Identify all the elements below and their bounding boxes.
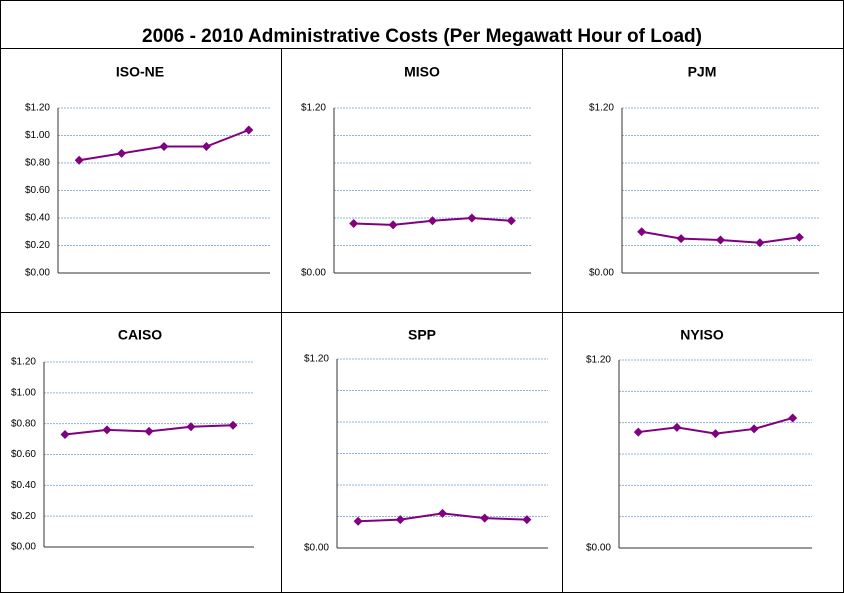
data-point <box>467 213 477 223</box>
data-point <box>74 155 84 165</box>
data-point <box>716 235 725 245</box>
data-point <box>794 232 804 242</box>
panel-title: PJM <box>688 64 717 80</box>
y-tick-label: $1.00 <box>25 130 50 141</box>
data-point <box>637 227 647 237</box>
y-tick-label: $1.20 <box>11 357 36 368</box>
data-point <box>633 427 643 437</box>
data-point <box>144 426 154 436</box>
y-tick-label: $0.20 <box>25 240 50 251</box>
y-tick-label: $1.00 <box>11 387 36 398</box>
data-point <box>117 148 127 158</box>
data-point <box>102 425 112 435</box>
y-tick-label: $0.40 <box>25 213 50 224</box>
y-tick-label: $0.60 <box>25 185 50 196</box>
data-point <box>755 238 765 248</box>
data-point <box>186 422 196 432</box>
data-point <box>353 516 363 526</box>
data-point <box>228 420 238 430</box>
y-tick-label: $1.20 <box>25 103 50 114</box>
data-point <box>244 125 254 135</box>
y-tick-label: $0.00 <box>25 268 50 279</box>
data-point <box>522 515 532 525</box>
page-title: 2006 - 2010 Administrative Costs (Per Me… <box>142 26 702 47</box>
data-point <box>676 234 686 244</box>
data-point <box>788 413 798 423</box>
y-tick-label: $0.80 <box>11 418 36 429</box>
data-point <box>349 219 359 228</box>
y-tick-label: $0.00 <box>301 268 326 279</box>
data-point <box>438 508 447 518</box>
y-tick-label: $0.40 <box>11 480 36 491</box>
data-point <box>480 513 490 523</box>
y-tick-label: $1.20 <box>589 103 614 114</box>
y-tick-label: $0.80 <box>25 158 50 169</box>
data-point <box>395 515 405 525</box>
y-tick-label: $0.60 <box>11 449 36 460</box>
y-tick-label: $1.20 <box>586 355 611 366</box>
y-tick-label: $0.20 <box>11 511 36 522</box>
y-tick-label: $1.20 <box>301 103 326 114</box>
data-point <box>506 216 516 226</box>
panel-title: NYISO <box>680 327 724 343</box>
y-tick-label: $0.00 <box>304 543 329 554</box>
data-point <box>159 142 169 151</box>
panel-title: CAISO <box>118 327 162 343</box>
y-tick-label: $1.20 <box>304 354 329 365</box>
y-tick-label: $0.00 <box>586 543 611 554</box>
y-tick-label: $0.00 <box>11 542 36 553</box>
data-point <box>428 216 437 226</box>
panel-title: SPP <box>408 327 436 343</box>
data-point <box>60 429 70 439</box>
data-point <box>388 220 398 230</box>
data-point <box>672 422 682 432</box>
data-point <box>201 142 211 151</box>
data-point <box>749 424 759 434</box>
y-tick-label: $0.00 <box>589 268 614 279</box>
panel-title: MISO <box>404 64 440 80</box>
data-point <box>711 429 720 439</box>
panel-title: ISO-NE <box>116 64 164 80</box>
